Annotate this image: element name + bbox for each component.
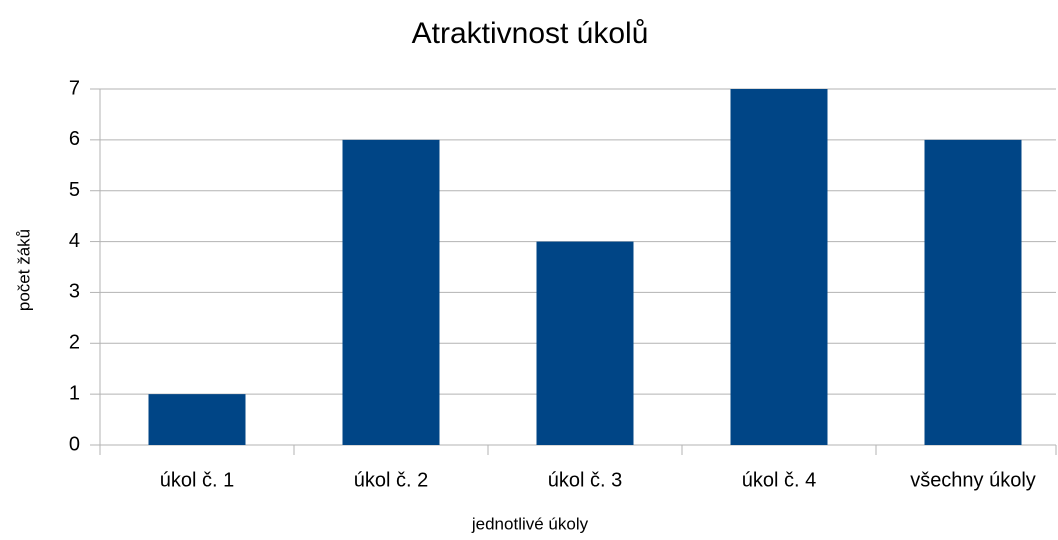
y-tick-label: 3 bbox=[69, 281, 80, 303]
y-tick-label: 2 bbox=[69, 332, 80, 354]
y-tick-label: 1 bbox=[69, 382, 80, 404]
bar bbox=[342, 139, 440, 445]
bar bbox=[924, 139, 1022, 445]
x-tick-label: úkol č. 4 bbox=[742, 469, 816, 491]
y-axis-label: počet žáků bbox=[14, 229, 33, 311]
y-tick-label: 5 bbox=[69, 179, 80, 201]
chart-title: Atraktivnost úkolů bbox=[412, 17, 649, 50]
y-tick-label: 0 bbox=[69, 433, 80, 455]
x-tick-label: úkol č. 1 bbox=[160, 469, 234, 491]
y-tick-label: 7 bbox=[69, 77, 80, 99]
x-tick-label: všechny úkoly bbox=[910, 469, 1036, 491]
x-axis-label: jednotlivé úkoly bbox=[471, 514, 589, 533]
bar bbox=[730, 89, 828, 445]
y-tick-label: 6 bbox=[69, 128, 80, 150]
bar bbox=[148, 394, 246, 445]
x-tick-label: úkol č. 3 bbox=[548, 469, 622, 491]
bar bbox=[536, 241, 634, 445]
x-tick-label: úkol č. 2 bbox=[354, 469, 428, 491]
y-tick-label: 4 bbox=[69, 230, 80, 252]
